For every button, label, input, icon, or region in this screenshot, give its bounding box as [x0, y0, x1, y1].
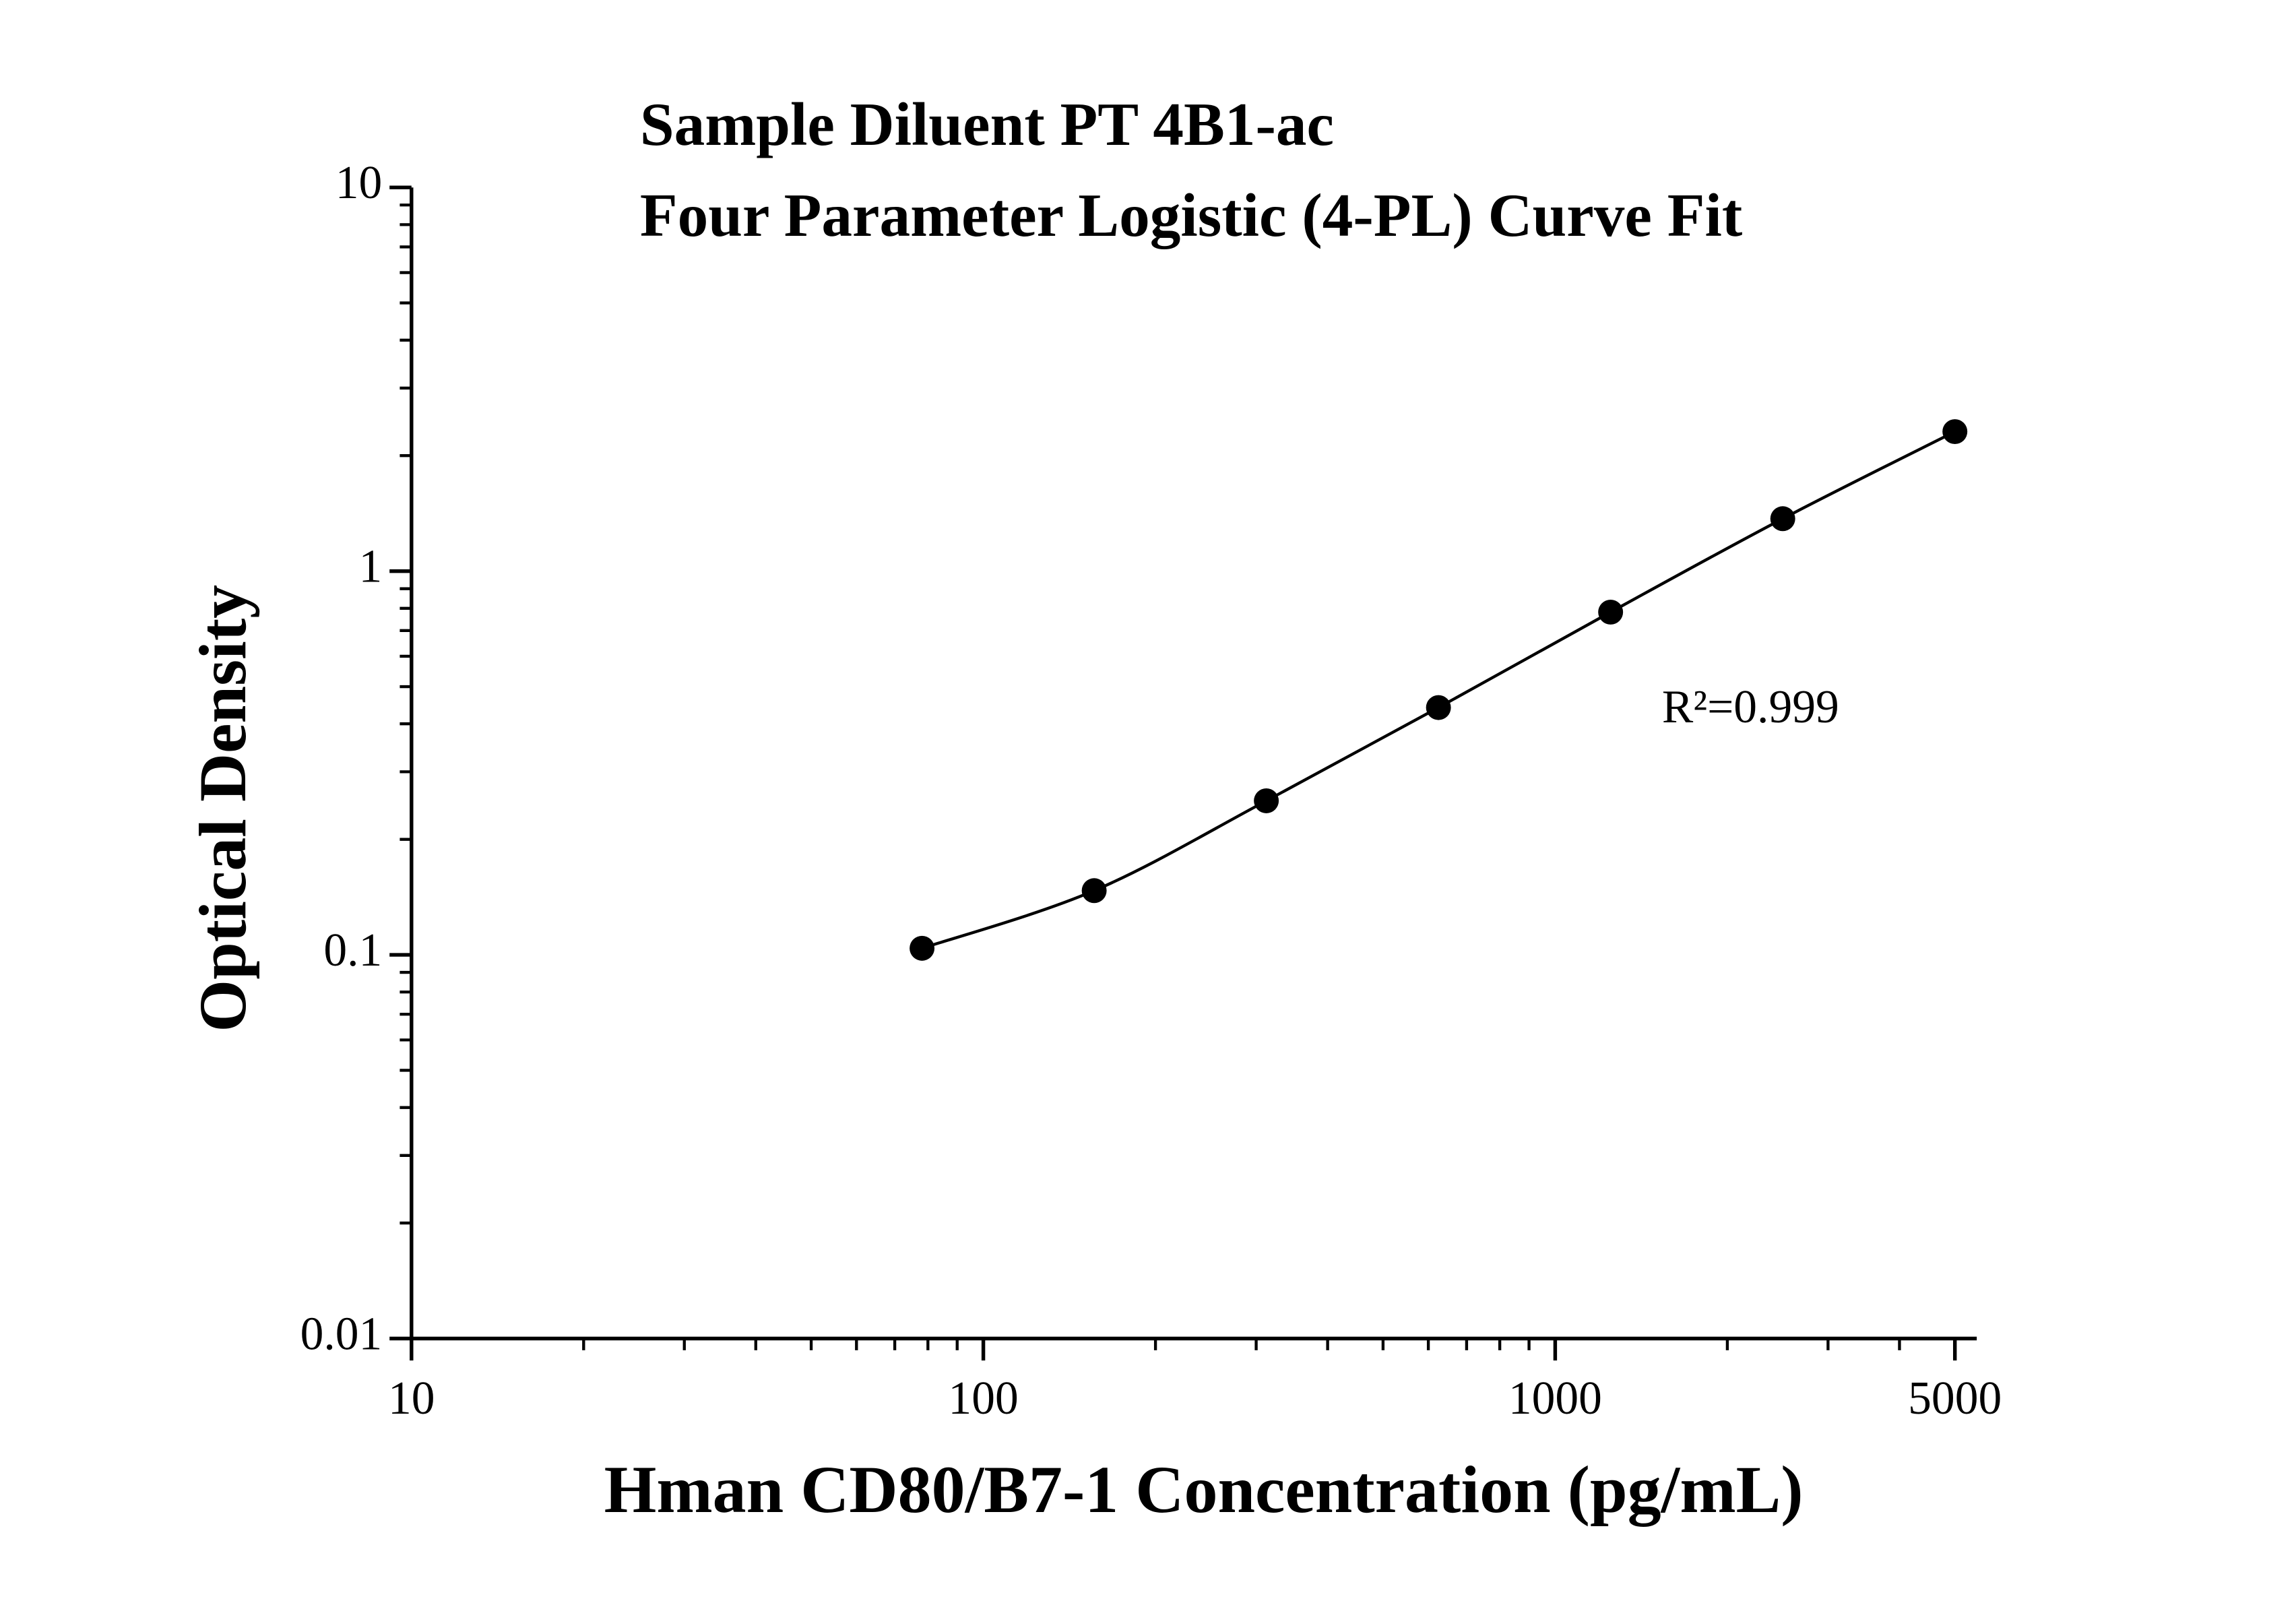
data-point: [1770, 506, 1795, 532]
data-point: [1254, 788, 1279, 813]
y-axis-label: Optical Density: [185, 585, 260, 1032]
data-point: [1426, 695, 1451, 720]
annotation: R²=0.999: [1662, 681, 1839, 733]
data-point: [1598, 599, 1624, 625]
x-tick-label: 10: [388, 1373, 435, 1424]
y-tick-label: 1: [359, 541, 383, 593]
y-tick-label: 0.1: [323, 924, 382, 976]
x-axis-label: Hman CD80/B7-1 Concentration (pg/mL): [604, 1452, 1804, 1527]
x-tick-label: 1000: [1508, 1373, 1602, 1424]
data-point: [910, 935, 935, 961]
x-tick-label: 100: [948, 1373, 1018, 1424]
y-tick-label: 0.01: [300, 1308, 383, 1360]
data-point: [1081, 878, 1107, 904]
chart-title: Sample Diluent PT 4B1-ac: [640, 90, 1334, 158]
x-tick-label: 5000: [1908, 1373, 2002, 1424]
y-tick-label: 10: [336, 157, 383, 209]
chart-subtitle: Four Parameter Logistic (4-PL) Curve Fit: [640, 181, 1742, 249]
data-point: [1942, 419, 1968, 445]
